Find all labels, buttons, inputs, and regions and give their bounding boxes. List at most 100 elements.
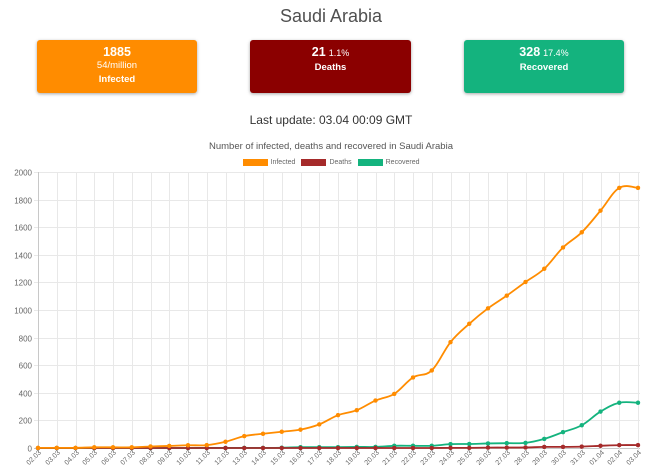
deaths-point	[598, 443, 603, 449]
y-tick-label: 1400	[14, 251, 32, 260]
deaths-point	[354, 445, 359, 451]
deaths-point	[260, 445, 266, 451]
deaths-point	[448, 445, 453, 451]
legend-item-recovered[interactable]: Recovered	[357, 158, 420, 167]
x-tick-label: 07.03	[120, 449, 137, 466]
legend-item-deaths[interactable]: Deaths	[301, 158, 352, 167]
deaths-point	[335, 445, 341, 451]
deaths-label: Deaths	[314, 62, 347, 73]
recovered-label: Recovered	[519, 62, 569, 73]
recovered-point	[617, 400, 622, 405]
y-tick-label: 1600	[14, 223, 32, 232]
infected-card: 1885 54/million Infected	[37, 40, 197, 93]
infected-label: Infected	[98, 74, 136, 85]
x-tick-label: 24.03	[439, 449, 456, 466]
infected-point	[260, 431, 266, 437]
infected-point	[617, 185, 622, 191]
deaths-count: 21	[311, 45, 326, 59]
infected-point	[598, 208, 603, 213]
infected-point	[167, 443, 172, 449]
recovered-card: 328 17.4% Recovered	[464, 40, 624, 93]
y-tick-label: 1200	[14, 278, 32, 287]
recovered-point	[467, 441, 472, 447]
legend-item-infected[interactable]: Infected	[242, 158, 295, 167]
deaths-value-row: 21 1.1%	[250, 45, 411, 60]
x-tick-label: 05.03	[82, 449, 99, 466]
deaths-point	[410, 445, 416, 451]
recovered-point	[598, 409, 603, 414]
x-tick-label: 03.04	[626, 449, 643, 466]
infected-point	[279, 429, 284, 434]
infected-point	[429, 368, 434, 373]
infected-point	[523, 279, 528, 285]
infected-point	[298, 427, 303, 432]
deaths-point	[392, 445, 397, 451]
x-tick-label: 09.03	[157, 449, 174, 466]
y-tick-label: 400	[19, 389, 33, 398]
chart-title: Number of infected, deaths and recovered…	[209, 141, 453, 152]
line-chart[interactable]: 0 200 400 600 800 1000 1200 1400 1600 1800 2000 02.…	[0, 166, 662, 468]
deaths-point	[429, 445, 434, 451]
x-tick-label: 08.03	[139, 449, 156, 466]
y-tick-label: 0	[28, 444, 33, 453]
infected-point	[485, 306, 491, 311]
deaths-point	[542, 444, 547, 450]
x-tick-label: 03.03	[45, 449, 62, 466]
x-tick-label: 13.03	[232, 449, 249, 466]
deaths-card: 21 1.1% Deaths	[250, 40, 411, 93]
infected-point	[129, 445, 134, 450]
page-title: Saudi Arabia	[279, 6, 383, 26]
x-tick-label: 04.03	[64, 449, 81, 466]
x-tick-label: 14.03	[251, 449, 268, 466]
y-tick-label: 1000	[14, 306, 32, 315]
infected-point	[354, 407, 359, 413]
x-tick-label: 01.04	[589, 449, 606, 466]
infected-count: 1885	[103, 45, 131, 59]
infected-point	[448, 339, 453, 345]
recovered-point	[504, 440, 509, 446]
infected-point	[560, 245, 566, 250]
deaths-point	[317, 445, 322, 451]
legend-label-recovered: Recovered	[385, 159, 420, 166]
deaths-point	[279, 445, 284, 451]
recovered-point	[523, 440, 528, 446]
x-tick-label: 02.04	[607, 449, 624, 466]
recovered-point	[448, 441, 453, 447]
legend-label-deaths: Deaths	[329, 159, 352, 166]
x-tick-label: 30.03	[551, 449, 568, 466]
infected-point	[504, 293, 509, 298]
x-tick-label: 27.03	[495, 449, 512, 466]
infected-point	[542, 266, 547, 271]
deaths-point	[617, 442, 622, 448]
x-tick-label: 17.03	[307, 449, 324, 466]
x-tick-label: 23.03	[420, 449, 437, 466]
x-tick-label: 22.03	[401, 449, 418, 466]
y-tick-label: 2000	[14, 168, 32, 177]
x-tick-label: 10.03	[176, 449, 193, 466]
deaths-point	[485, 445, 491, 450]
y-tick-label: 600	[19, 361, 33, 370]
deaths-percent: 1.1%	[328, 48, 350, 58]
deaths-point	[523, 445, 528, 450]
deaths-point	[504, 445, 509, 450]
x-tick-label: 16.03	[289, 449, 306, 466]
deaths-point	[223, 445, 228, 451]
infected-point	[73, 445, 78, 451]
last-update: Last update: 03.04 00:09 GMT	[249, 113, 413, 127]
x-tick-label: 19.03	[345, 449, 362, 466]
recovered-count: 328	[519, 45, 541, 59]
deaths-point	[560, 444, 566, 450]
recovered-point	[579, 422, 584, 428]
x-tick-label: 11.03	[195, 449, 212, 466]
legend-swatch-infected	[242, 159, 268, 166]
y-tick-label: 800	[19, 334, 33, 343]
y-tick-label: 1800	[14, 196, 32, 205]
deaths-point	[467, 445, 472, 451]
legend-swatch-recovered	[357, 159, 383, 166]
infected-point	[317, 422, 322, 427]
infected-per-million: 54/million	[96, 60, 138, 71]
recovered-value-row: 328 17.4%	[464, 45, 624, 60]
infected-point	[579, 230, 584, 235]
infected-point	[148, 444, 153, 449]
x-tick-label: 18.03	[326, 449, 343, 466]
